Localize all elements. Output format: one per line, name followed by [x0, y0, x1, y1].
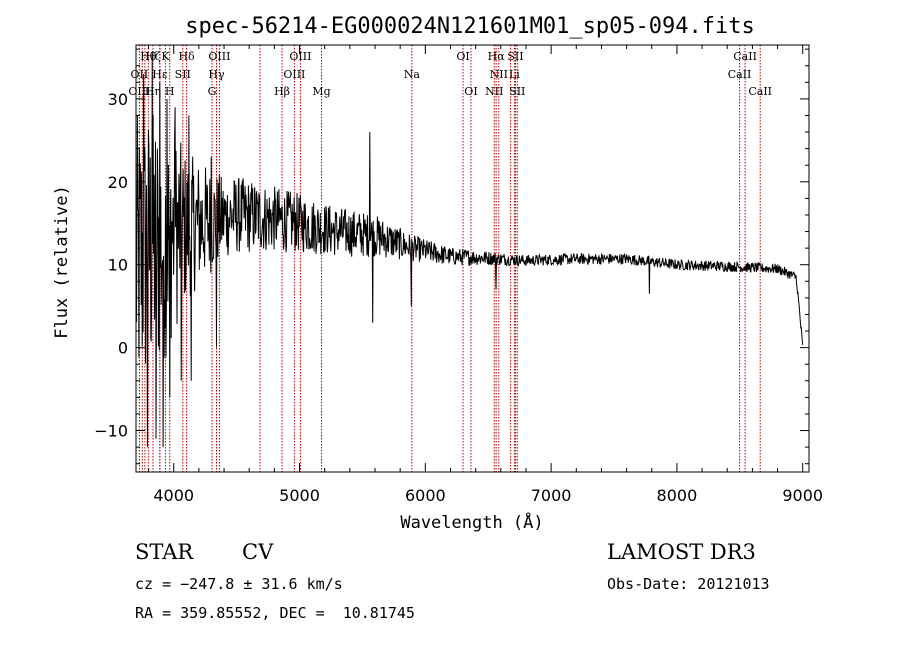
emission-line-label: NII — [485, 85, 503, 98]
emission-line-label: OIII — [283, 68, 305, 81]
emission-line-label: CaII — [733, 50, 757, 63]
emission-line-label: Hδ — [178, 50, 195, 63]
chart-title: spec-56214-EG000024N121601M01_sp05-094.f… — [185, 14, 755, 39]
redshift-cz: cz = −247.8 ± 31.6 km/s — [135, 575, 343, 593]
emission-line-label: Hθ — [140, 50, 157, 63]
emission-line-label: Hβ — [274, 85, 290, 98]
emission-line-label: Mg — [312, 85, 330, 98]
emission-line-label: OIII — [128, 85, 150, 98]
axis-ticks: 4000 5000 6000 7000 8000 9000 −10 0 10 20 30 — [94, 45, 823, 505]
x-tick-label: 8000 — [657, 486, 698, 505]
emission-line-label: SII — [507, 50, 523, 63]
emission-line-label: CaII — [728, 68, 752, 81]
emission-line-label: Hα — [488, 50, 506, 63]
emission-line-label: Hε — [152, 68, 168, 81]
emission-line-label: K — [161, 50, 170, 63]
object-class: STAR — [135, 540, 194, 564]
emission-line-label: OIII — [208, 50, 230, 63]
emission-line-label: G — [208, 85, 217, 98]
x-tick-label: 9000 — [782, 486, 823, 505]
x-axis-label: Wavelength (Å) — [400, 511, 543, 533]
emission-line-label: Hγ — [208, 68, 225, 81]
emission-line-label: OI — [456, 50, 469, 63]
emission-line-label: Na — [404, 68, 421, 81]
y-tick-label: 10 — [108, 256, 128, 275]
y-tick-label: 30 — [108, 90, 128, 109]
emission-line-label: OIII — [289, 50, 311, 63]
x-tick-label: 7000 — [531, 486, 572, 505]
plot-frame — [135, 44, 810, 473]
emission-line-label: Hζ — [145, 50, 161, 63]
survey-name: LAMOST DR3 — [607, 540, 756, 564]
emission-line-label: OI — [464, 85, 477, 98]
x-tick-label: 5000 — [279, 486, 320, 505]
emission-line-label: CaII — [748, 85, 772, 98]
spectrum-line — [135, 57, 804, 448]
emission-line-label: Hη — [145, 85, 161, 98]
y-tick-label: 0 — [118, 339, 128, 358]
y-axis-label: Flux (relative) — [52, 185, 72, 339]
spectrum-series — [135, 57, 804, 448]
object-subclass: CV — [242, 540, 274, 564]
emission-line-label: H — [165, 85, 175, 98]
emission-line-label: NII — [490, 68, 508, 81]
x-tick-label: 4000 — [153, 486, 194, 505]
emission-line-label: OII — [131, 68, 149, 81]
y-tick-label: −10 — [94, 422, 128, 441]
emission-line-label: SII — [175, 68, 191, 81]
emission-line-label: Li — [509, 68, 520, 81]
observation-date: Obs-Date: 20121013 — [607, 575, 770, 593]
y-tick-label: 20 — [108, 173, 128, 192]
x-tick-label: 6000 — [405, 486, 446, 505]
coordinates: RA = 359.85552, DEC = 10.81745 — [135, 604, 415, 622]
emission-line-label: SII — [509, 85, 525, 98]
